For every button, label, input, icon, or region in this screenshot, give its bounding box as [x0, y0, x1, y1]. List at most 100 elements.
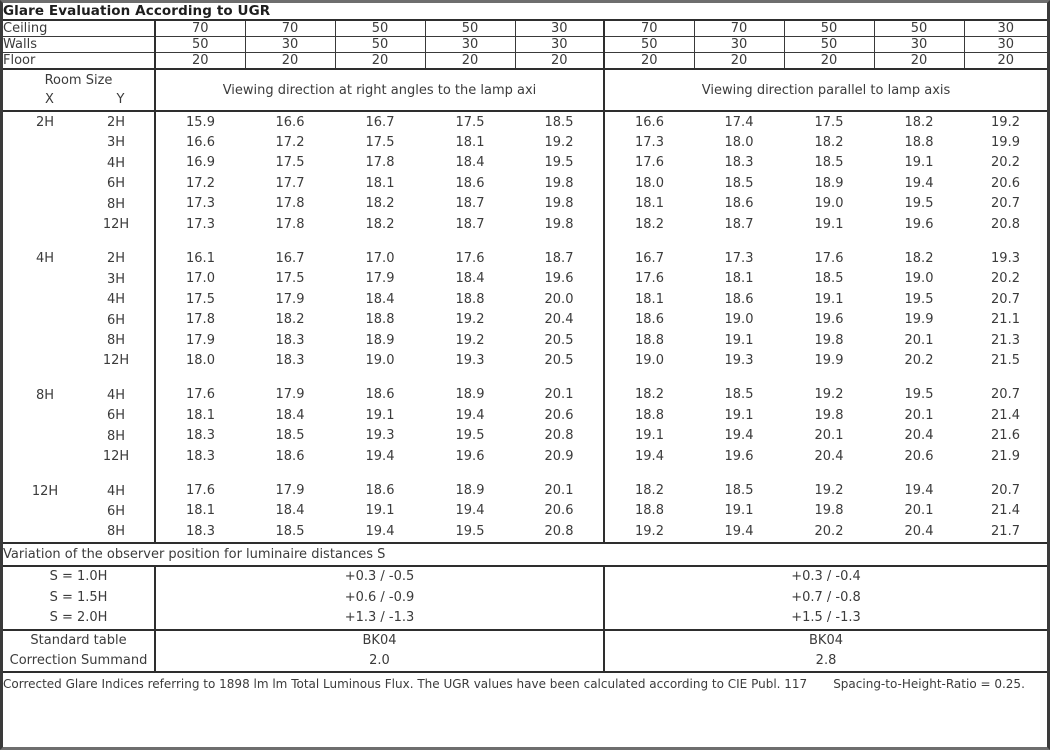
ugr-value: 20.5 — [515, 330, 605, 351]
table-row: 6H 17.2 17.7 18.1 18.6 19.8 18.0 18.5 18… — [3, 173, 1047, 194]
room-size-cell: 8H — [3, 330, 156, 351]
ugr-value: 19.2 — [455, 332, 485, 348]
ugr-value: 20.8 — [515, 521, 605, 544]
room-size-cell: 6H — [3, 500, 156, 522]
ugr-glare-table: Glare Evaluation According to UGR Ceilin… — [3, 3, 1047, 719]
room-y: 2H — [106, 251, 126, 267]
ugr-value: 18.8 — [904, 134, 934, 150]
ugr-value: 16.1 — [186, 250, 215, 266]
ugr-value: 19.4 — [904, 483, 934, 498]
ugr-value: 18.3 — [155, 521, 245, 544]
ugr-value: 18.9 — [365, 332, 395, 348]
ugr-value: 19.3 — [455, 352, 485, 368]
variation-row: S = 2.0H +1.3 / -1.3 +1.5 / -1.3 — [3, 608, 1047, 632]
standard-table-row: Standard table BK04 BK04 — [3, 630, 1047, 652]
ugr-value: 20.6 — [991, 175, 1020, 191]
variation-parallel: +1.5 / -1.3 — [604, 608, 1047, 632]
room-size-cell: 4H — [3, 289, 156, 310]
room-y: 12H — [102, 217, 130, 233]
room-size-cell: 12H — [3, 446, 156, 467]
ugr-value: 20.7 — [991, 291, 1020, 307]
walls-value: 30 — [874, 36, 965, 53]
ugr-value: 19.1 — [365, 503, 395, 519]
ugr-value: 18.6 — [455, 175, 485, 191]
ugr-value: 17.5 — [365, 134, 395, 150]
ceiling-row: Ceiling 70 70 50 50 30 70 70 50 50 30 — [3, 20, 1047, 37]
ugr-value: 17.4 — [724, 114, 754, 130]
gap-cell — [604, 234, 1047, 248]
floor-row: Floor 20 20 20 20 20 20 20 20 20 20 — [3, 52, 1047, 70]
floor-value: 20 — [694, 52, 785, 70]
ugr-value: 19.1 — [814, 291, 844, 307]
standard-table-label: Standard table — [3, 630, 156, 652]
ceiling-value: 50 — [425, 20, 516, 37]
ugr-value: 17.2 — [275, 134, 305, 150]
ugr-value: 18.2 — [635, 387, 664, 403]
ugr-value: 21.9 — [991, 448, 1020, 464]
ugr-value: 18.2 — [635, 483, 664, 498]
table-row: 3H 16.6 17.2 17.5 18.1 19.2 17.3 18.0 18… — [3, 132, 1047, 153]
table-row: 6H 17.8 18.2 18.8 19.2 20.4 18.6 19.0 19… — [3, 309, 1047, 331]
block-gap — [3, 370, 1047, 385]
room-x: 2H — [35, 115, 55, 130]
ugr-value: 18.4 — [455, 271, 485, 287]
ugr-value: 21.5 — [991, 352, 1020, 368]
ugr-value: 17.3 — [186, 196, 215, 212]
ugr-value: 19.1 — [724, 503, 754, 519]
ugr-value: 19.0 — [814, 196, 844, 212]
room-y: 6H — [106, 503, 126, 519]
ugr-value: 19.1 — [814, 216, 844, 232]
ugr-value: 18.5 — [515, 111, 605, 133]
footer-blank-row — [3, 695, 1047, 719]
row-label-floor: Floor — [3, 52, 156, 70]
ugr-value: 17.6 — [186, 483, 215, 498]
ugr-value: 19.5 — [904, 196, 934, 212]
correction-summand-perpendicular: 2.0 — [155, 651, 605, 674]
ugr-value: 18.0 — [724, 134, 754, 150]
ugr-value: 19.3 — [991, 250, 1020, 266]
ugr-value: 19.8 — [814, 407, 844, 423]
room-size-cell: 3H — [3, 132, 156, 153]
floor-value: 20 — [604, 52, 695, 70]
ugr-value: 18.0 — [635, 175, 664, 191]
ugr-value: 19.9 — [991, 134, 1020, 150]
walls-value: 50 — [155, 36, 246, 53]
gap-cell — [3, 466, 156, 481]
ceiling-value: 70 — [245, 20, 336, 37]
gap-cell — [515, 234, 605, 249]
ugr-value: 19.2 — [604, 521, 694, 544]
room-size-x-label: X — [45, 92, 54, 107]
ceiling-value: 70 — [694, 20, 785, 37]
ugr-value: 19.4 — [455, 503, 485, 519]
variation-label: S = 1.0H — [3, 565, 156, 588]
ugr-value: 16.9 — [186, 155, 215, 171]
ugr-value: 18.5 — [814, 155, 844, 171]
ugr-value: 18.4 — [365, 291, 395, 307]
ugr-value: 17.8 — [186, 312, 215, 328]
ugr-value: 19.9 — [904, 312, 934, 328]
ugr-value: 17.3 — [186, 216, 215, 232]
ugr-value: 17.7 — [275, 175, 305, 191]
ugr-value: 20.1 — [904, 407, 934, 423]
room-y: 12H — [102, 353, 130, 369]
variation-row: S = 1.0H +0.3 / -0.5 +0.3 / -0.4 — [3, 565, 1047, 588]
walls-value: 50 — [604, 36, 695, 53]
ugr-value: 20.4 — [515, 309, 605, 331]
table-row: 8H 4H 17.6 17.9 18.6 18.9 20.1 18.2 18.5 … — [3, 384, 1047, 406]
ugr-value: 19.4 — [455, 407, 485, 423]
ceiling-value: 50 — [784, 20, 875, 37]
footnote: Corrected Glare Indices referring to 189… — [3, 672, 1047, 695]
ugr-value: 18.2 — [275, 312, 305, 328]
ugr-value: 17.5 — [275, 271, 305, 287]
ugr-value: 18.6 — [724, 196, 754, 212]
ugr-value: 18.4 — [455, 155, 485, 171]
ugr-value: 17.9 — [186, 332, 215, 348]
ceiling-value: 70 — [155, 20, 246, 37]
room-size-cell: 3H — [3, 268, 156, 290]
floor-value: 20 — [964, 52, 1047, 70]
ugr-value: 18.9 — [814, 175, 844, 191]
ugr-value: 18.3 — [724, 155, 754, 171]
ugr-value: 17.0 — [365, 250, 395, 266]
ugr-value: 20.4 — [814, 448, 844, 464]
room-y: 4H — [106, 292, 126, 308]
